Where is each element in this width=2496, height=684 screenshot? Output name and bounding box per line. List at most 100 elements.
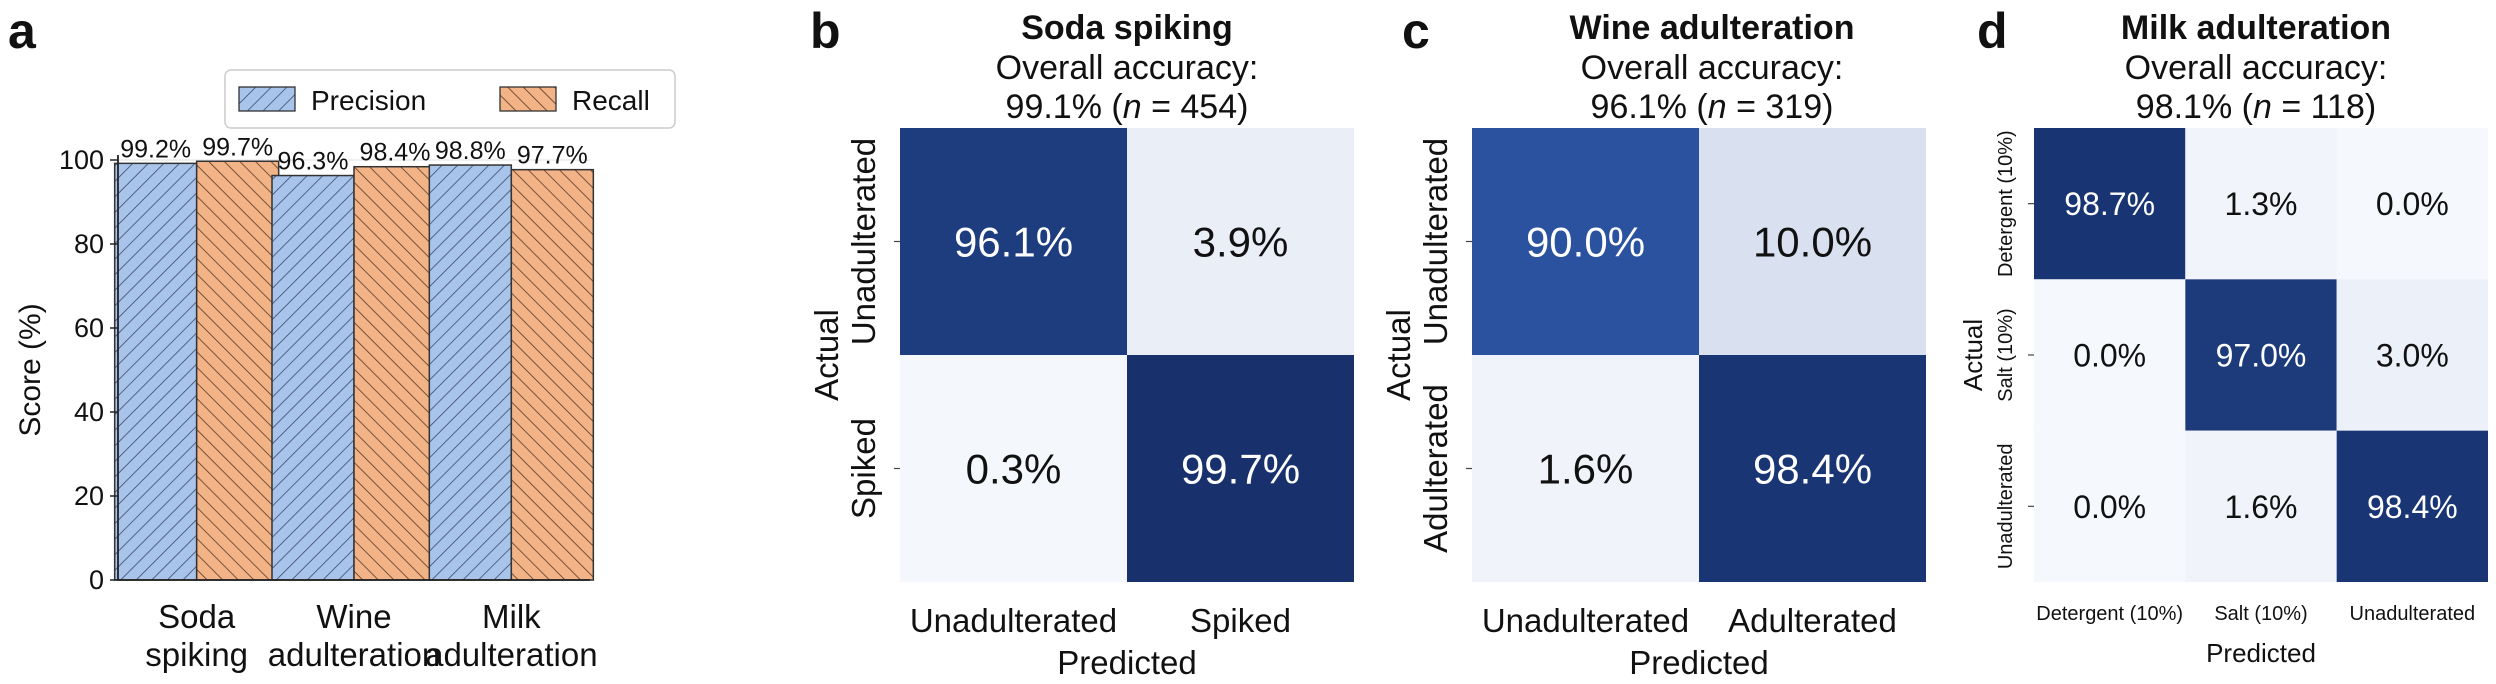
cell-value-label: 0.3% <box>966 446 1062 493</box>
y-tick-label: Unadulterated <box>845 138 882 345</box>
y-axis-label: Actual <box>808 309 845 401</box>
cell-value-label: 99.7% <box>1181 446 1300 493</box>
x-tick-label: Detergent (10%) <box>2036 603 2183 625</box>
bar-value-label: 99.2% <box>120 135 191 163</box>
y-tick-label: Unadulterated <box>1417 138 1454 345</box>
x-category-label: adulteration <box>268 636 440 673</box>
panel-letter-c: c <box>1402 3 1430 59</box>
title-panel-b: Soda spiking Overall accuracy: 99.1% (n … <box>996 9 1259 126</box>
accuracy-b: 99.1% (n = 454) <box>1006 88 1249 126</box>
heatmap-cell <box>1472 355 1699 582</box>
accuracy-d: 98.1% (n = 118) <box>2136 88 2376 126</box>
bar-value-label: 97.7% <box>517 142 588 170</box>
cell-value-label: 1.3% <box>2225 186 2298 222</box>
y-tick-label: 100 <box>59 145 104 175</box>
legend-swatch-precision <box>238 86 296 112</box>
bar-precision <box>271 174 355 581</box>
bar-precision <box>428 164 513 581</box>
x-tick-label: Unadulterated <box>1482 602 1689 639</box>
heatmap-cell <box>2034 279 2186 431</box>
x-category-label: Wine <box>316 598 391 635</box>
x-tick-label: Spiked <box>1190 602 1291 639</box>
accuracy-c: 96.1% (n = 319) <box>1591 88 1834 126</box>
subtitle-b: Overall accuracy: <box>996 49 1259 87</box>
y-tick-label: 40 <box>74 397 104 427</box>
subtitle-c: Overall accuracy: <box>1581 49 1844 87</box>
legend-swatch-recall <box>499 86 557 112</box>
cell-value-label: 96.1% <box>954 219 1073 266</box>
legend-label-precision: Precision <box>311 85 426 116</box>
y-tick-label: Unadulterated <box>1995 444 2017 570</box>
heatmap-cell <box>2034 128 2186 280</box>
title-panel-c: Wine adulteration Overall accuracy: 96.1… <box>1570 9 1855 126</box>
y-tick-label: 0 <box>89 565 104 595</box>
bar-value-label: 98.8% <box>435 137 506 165</box>
legend-label-recall: Recall <box>572 85 650 116</box>
y-tick-label: 60 <box>74 313 104 343</box>
cell-value-label: 10.0% <box>1753 219 1872 266</box>
y-axis-label: Actual <box>1380 309 1417 401</box>
heatmap-cell <box>2336 430 2488 582</box>
heatmap-cell <box>2336 128 2488 280</box>
x-tick-label: Salt (10%) <box>2214 603 2307 625</box>
y-tick-label: Adulterated <box>1417 384 1454 553</box>
x-axis-label: Predicted <box>1629 644 1768 681</box>
x-tick-label: Adulterated <box>1728 602 1897 639</box>
bar-value-label: 96.3% <box>278 148 349 176</box>
panel-letter-d: d <box>1977 3 2008 59</box>
confusion-matrix-b: 96.1% 3.9% 0.3% 99.7% Unadulterated Spiked Una… <box>808 128 1354 681</box>
confusion-matrix-d: 98.7% 1.3% 0.0% 0.0% 97.0% 3.0% 0.0% 1.6% 98.4% D… <box>1958 128 2488 668</box>
y-tick-label: Salt (10%) <box>1995 308 2017 401</box>
panel-letter-b: b <box>810 3 841 59</box>
heatmap-cell <box>2185 430 2337 582</box>
bar-recall <box>353 165 437 581</box>
title-d: Milk adulteration <box>2121 9 2391 47</box>
heatmap-cell <box>1127 128 1354 355</box>
bar-value-label: 99.7% <box>202 133 273 161</box>
bar-chart-panel-a: 99.2% 99.7%96.3% 98.4% 98.8% 97.7% 0 20 40 60 80… <box>14 69 676 673</box>
cell-value-label: 97.0% <box>2216 338 2307 374</box>
legend-box <box>224 69 676 129</box>
cell-value-label: 98.4% <box>1753 446 1872 493</box>
title-panel-d: Milk adulteration Overall accuracy: 98.1… <box>2121 9 2391 126</box>
x-category-label: Milk <box>482 598 541 635</box>
title-c: Wine adulteration <box>1570 9 1855 47</box>
heatmap-cell <box>2034 430 2186 582</box>
heatmap-cell <box>900 355 1127 582</box>
y-tick-label: 20 <box>74 481 104 511</box>
y-axis-label: Actual <box>1958 319 1988 391</box>
cell-value-label: 3.9% <box>1193 219 1289 266</box>
y-tick-label: 80 <box>74 229 104 259</box>
cell-value-label: 0.0% <box>2073 489 2146 525</box>
cell-value-label: 0.0% <box>2073 338 2146 374</box>
heatmap-cell <box>1699 355 1926 582</box>
x-axis-label: Predicted <box>2206 638 2316 668</box>
x-tick-label: Unadulterated <box>910 602 1117 639</box>
bar-legend: Precision Recall <box>224 69 676 129</box>
y-tick-label: Spiked <box>845 418 882 519</box>
x-category-label: adulteration <box>425 636 597 673</box>
x-category-label: Soda <box>158 598 236 635</box>
heatmap-cell <box>2185 128 2337 280</box>
bar-value-labels: 99.2% 99.7%96.3% 98.4% 98.8% 97.7% <box>120 133 588 175</box>
x-axis-label: Predicted <box>1057 644 1196 681</box>
x-category-label: spiking <box>145 636 248 673</box>
bar-recall <box>510 168 595 581</box>
title-b: Soda spiking <box>1021 9 1233 47</box>
bar-precision <box>113 162 198 581</box>
cell-value-label: 3.0% <box>2376 338 2449 374</box>
heatmap-cell <box>2336 279 2488 431</box>
heatmap-cell <box>2185 279 2337 431</box>
cell-value-label: 1.6% <box>2225 489 2298 525</box>
cell-value-label: 98.4% <box>2367 489 2458 525</box>
confusion-matrix-c: 90.0% 10.0% 1.6% 98.4% Unadulterated Adultera… <box>1380 128 1926 681</box>
y-tick-label: Detergent (10%) <box>1995 130 2017 277</box>
cell-value-label: 0.0% <box>2376 186 2449 222</box>
heatmap-cell <box>1472 128 1699 355</box>
cell-value-label: 1.6% <box>1538 446 1634 493</box>
cell-value-label: 98.7% <box>2064 186 2155 222</box>
bar-recall <box>195 160 280 581</box>
panel-letter-a: a <box>8 3 37 59</box>
